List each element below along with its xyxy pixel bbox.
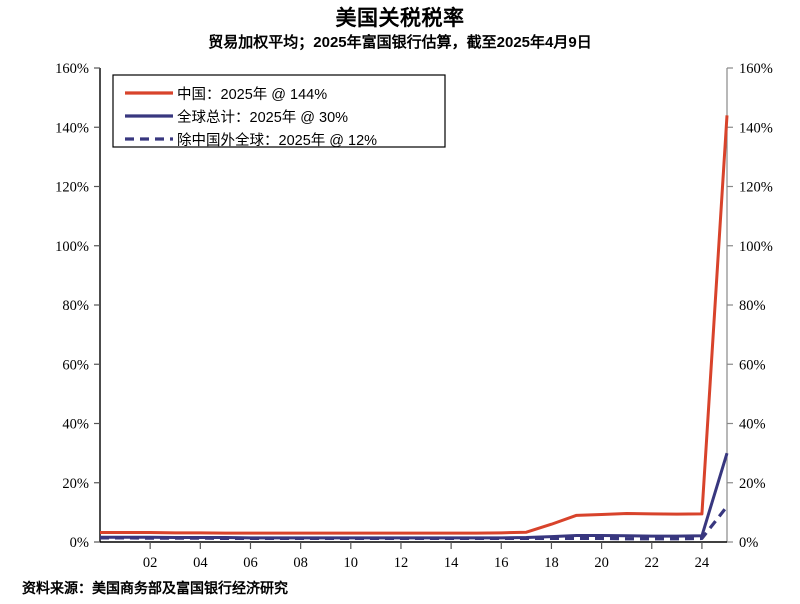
y-axis-tick-label-right: 20%: [739, 476, 766, 492]
x-axis-tick-label: 20: [594, 555, 609, 571]
y-axis-tick-label-left: 40%: [62, 417, 89, 433]
chart-source-note: 资料来源：美国商务部及富国银行经济研究: [22, 580, 288, 596]
y-axis-tick-label-right: 120%: [739, 180, 773, 196]
y-axis-tick-label-right: 80%: [739, 298, 766, 314]
x-axis-tick-label: 24: [695, 555, 710, 571]
x-axis-tick-label: 06: [243, 555, 258, 571]
x-axis-tick-label: 22: [645, 555, 660, 571]
y-axis-tick-label-right: 60%: [739, 357, 766, 373]
y-axis-tick-label-right: 100%: [739, 239, 773, 255]
legend-label-3: 除中国外全球：2025年 @ 12%: [177, 131, 377, 149]
y-axis-tick-label-right: 0%: [739, 535, 758, 551]
y-axis-tick-label-left: 60%: [62, 357, 89, 373]
x-axis-tick-label: 02: [143, 555, 158, 571]
series-line-1: [100, 115, 729, 535]
y-axis-tick-label-left: 140%: [55, 120, 89, 136]
y-axis-tick-label-left: 0%: [70, 535, 89, 551]
y-axis-tick-label-left: 120%: [55, 180, 89, 196]
x-axis-tick-label: 12: [394, 555, 409, 571]
x-axis-tick-label: 14: [444, 555, 459, 571]
legend-label-1: 中国：2025年 @ 144%: [177, 86, 327, 103]
x-axis-tick-label: 10: [344, 555, 359, 571]
y-axis-tick-label-left: 160%: [55, 61, 89, 77]
y-axis-tick-label-left: 20%: [62, 476, 89, 492]
y-axis-tick-label-right: 140%: [739, 120, 773, 136]
series-line-2: [100, 452, 729, 540]
y-axis-tick-label-right: 40%: [739, 417, 766, 433]
y-axis-tick-label-left: 100%: [55, 239, 89, 255]
y-axis-tick-label-right: 160%: [739, 61, 773, 77]
x-axis-tick-label: 18: [544, 555, 559, 571]
x-axis-tick-label: 08: [293, 555, 308, 571]
legend-label-2: 全球总计：2025年 @ 30%: [177, 108, 348, 126]
chart-subtitle: 贸易加权平均；2025年富国银行估算，截至2025年4月9日: [208, 34, 592, 51]
x-axis-tick-label: 16: [494, 555, 509, 571]
y-axis-tick-label-left: 80%: [62, 298, 89, 314]
x-axis-tick-label: 04: [193, 555, 208, 571]
legend-box: [112, 74, 446, 148]
chart-title: 美国关税税率: [335, 7, 465, 30]
